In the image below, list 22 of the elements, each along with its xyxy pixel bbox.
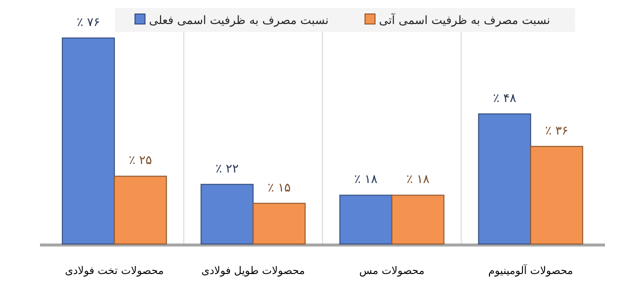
bar — [62, 38, 115, 244]
bar — [391, 194, 444, 244]
data-label: ٪ ۳۶ — [545, 123, 568, 138]
bar — [252, 202, 306, 244]
bar — [339, 194, 392, 244]
bar — [114, 176, 167, 244]
bar — [530, 146, 584, 244]
x-tick-label: محصولات تخت فولادی — [64, 265, 164, 277]
data-label: ٪ ۱۸ — [354, 172, 378, 186]
bar — [478, 113, 532, 244]
legend-label: نسبت مصرف به ظرفیت اسمی فعلی — [149, 13, 329, 27]
data-label: ٪ ۱۸ — [406, 172, 430, 186]
data-label: ٪ ۴۸ — [493, 90, 517, 105]
x-tick-label: محصولات آلومینیوم — [488, 264, 573, 277]
x-tick-label: محصولات طویل فولادی — [201, 265, 305, 277]
data-label: ٪ ۲۵ — [128, 153, 152, 168]
x-tick-label: محصولات مس — [359, 265, 424, 277]
bar — [200, 184, 254, 244]
data-label: ٪ ۷۶ — [76, 15, 100, 29]
data-label: ٪ ۲۲ — [216, 161, 239, 176]
data-label: ٪ ۱۵ — [268, 180, 291, 194]
legend-label: نسبت مصرف به ظرفیت اسمی آتی — [379, 13, 550, 27]
